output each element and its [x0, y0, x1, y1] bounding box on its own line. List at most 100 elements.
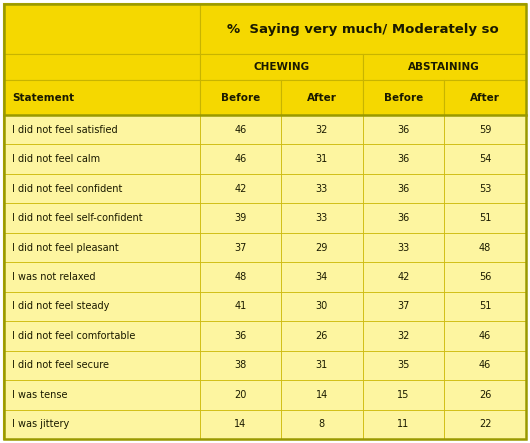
Text: 56: 56: [479, 272, 491, 282]
Bar: [444, 174, 526, 203]
Bar: [200, 203, 281, 233]
Bar: [444, 144, 526, 174]
Text: 31: 31: [316, 154, 328, 164]
Bar: [4, 321, 200, 350]
Bar: [281, 144, 363, 174]
Text: Before: Before: [384, 93, 423, 102]
Bar: [4, 291, 200, 321]
Text: 37: 37: [397, 301, 410, 311]
Text: ABSTAINING: ABSTAINING: [409, 62, 480, 72]
Text: 46: 46: [479, 331, 491, 341]
Bar: [363, 409, 444, 439]
Text: 37: 37: [234, 242, 246, 253]
Bar: [363, 80, 444, 115]
Text: 26: 26: [479, 390, 491, 400]
Text: I did not feel confident: I did not feel confident: [12, 183, 122, 194]
Bar: [363, 115, 444, 144]
Bar: [200, 350, 281, 380]
Bar: [363, 350, 444, 380]
Text: Statement: Statement: [12, 93, 74, 102]
Bar: [4, 115, 200, 144]
Text: 14: 14: [316, 390, 328, 400]
Text: 36: 36: [234, 331, 246, 341]
Bar: [444, 233, 526, 262]
Bar: [200, 174, 281, 203]
Text: 42: 42: [397, 272, 410, 282]
Bar: [200, 291, 281, 321]
Text: 46: 46: [234, 154, 246, 164]
Text: 8: 8: [319, 419, 325, 429]
Text: 59: 59: [479, 124, 491, 135]
Bar: [4, 409, 200, 439]
Bar: [200, 54, 363, 80]
Text: 33: 33: [316, 213, 328, 223]
Text: 48: 48: [479, 242, 491, 253]
Bar: [4, 380, 200, 409]
Bar: [4, 262, 200, 291]
Bar: [281, 115, 363, 144]
Text: 32: 32: [316, 124, 328, 135]
Text: 30: 30: [316, 301, 328, 311]
Text: 48: 48: [234, 272, 246, 282]
Bar: [281, 291, 363, 321]
Bar: [281, 233, 363, 262]
Bar: [4, 203, 200, 233]
Text: 39: 39: [234, 213, 246, 223]
Bar: [281, 409, 363, 439]
Bar: [200, 80, 281, 115]
Bar: [444, 380, 526, 409]
Bar: [200, 4, 526, 54]
Bar: [200, 233, 281, 262]
Bar: [363, 233, 444, 262]
Text: 36: 36: [397, 154, 410, 164]
Bar: [444, 350, 526, 380]
Text: 36: 36: [397, 213, 410, 223]
Bar: [363, 54, 526, 80]
Text: I did not feel self-confident: I did not feel self-confident: [12, 213, 143, 223]
Bar: [4, 80, 200, 115]
Text: 33: 33: [397, 242, 410, 253]
Bar: [4, 174, 200, 203]
Bar: [444, 291, 526, 321]
Bar: [200, 262, 281, 291]
Text: 36: 36: [397, 124, 410, 135]
Bar: [363, 203, 444, 233]
Bar: [363, 174, 444, 203]
Text: 33: 33: [316, 183, 328, 194]
Text: I was not relaxed: I was not relaxed: [12, 272, 95, 282]
Text: CHEWING: CHEWING: [253, 62, 309, 72]
Bar: [363, 144, 444, 174]
Bar: [281, 203, 363, 233]
Text: 46: 46: [479, 360, 491, 370]
Bar: [281, 262, 363, 291]
Bar: [363, 262, 444, 291]
Bar: [281, 174, 363, 203]
Text: I did not feel secure: I did not feel secure: [12, 360, 109, 370]
Bar: [444, 115, 526, 144]
Bar: [281, 350, 363, 380]
Text: I did not feel satisfied: I did not feel satisfied: [12, 124, 118, 135]
Text: 35: 35: [397, 360, 410, 370]
Text: 42: 42: [234, 183, 246, 194]
Text: I was tense: I was tense: [12, 390, 67, 400]
Text: I did not feel pleasant: I did not feel pleasant: [12, 242, 119, 253]
Bar: [4, 233, 200, 262]
Bar: [4, 54, 200, 80]
Text: I was jittery: I was jittery: [12, 419, 69, 429]
Text: 14: 14: [234, 419, 246, 429]
Text: Before: Before: [221, 93, 260, 102]
Bar: [363, 380, 444, 409]
Text: I did not feel comfortable: I did not feel comfortable: [12, 331, 135, 341]
Bar: [281, 80, 363, 115]
Text: After: After: [307, 93, 337, 102]
Text: 29: 29: [316, 242, 328, 253]
Bar: [444, 409, 526, 439]
Bar: [444, 80, 526, 115]
Text: After: After: [470, 93, 500, 102]
Bar: [363, 321, 444, 350]
Text: 20: 20: [234, 390, 246, 400]
Bar: [444, 262, 526, 291]
Text: 26: 26: [316, 331, 328, 341]
Text: 41: 41: [234, 301, 246, 311]
Bar: [4, 4, 200, 54]
